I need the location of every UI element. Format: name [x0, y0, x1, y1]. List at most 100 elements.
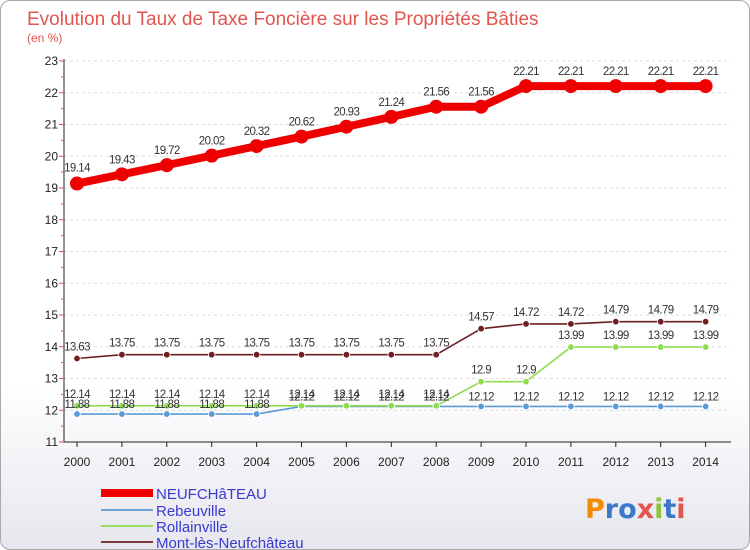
data-label: 11.88 — [199, 399, 224, 411]
data-label: 13.75 — [199, 338, 225, 350]
data-label: 11.88 — [65, 399, 90, 411]
data-point — [73, 402, 81, 410]
data-label: 11.88 — [109, 399, 134, 411]
data-label: 13.75 — [244, 338, 270, 350]
data-labels-layer: 11.88 11.88 11.88 11.88 11.88 12.12 12.12 12.12… — [64, 66, 719, 411]
logo-letter: o — [618, 494, 637, 525]
y-tick-label: 20 — [45, 149, 59, 163]
data-point — [118, 410, 126, 418]
data-label: 19.14 — [64, 163, 91, 175]
series-NEUFCHâTEAU — [70, 79, 713, 191]
data-point — [608, 79, 623, 94]
x-tick-label: 2010 — [513, 455, 540, 469]
y-tick-label: 22 — [45, 86, 59, 100]
data-label: 22.21 — [513, 66, 539, 78]
data-label: 12.12 — [603, 391, 629, 403]
data-point — [342, 350, 351, 359]
data-label: 22.21 — [648, 66, 674, 78]
data-label: 13.99 — [603, 330, 629, 342]
y-tick-label: 17 — [45, 245, 59, 259]
data-label: 12.12 — [648, 391, 674, 403]
data-point — [477, 402, 485, 411]
data-label: 14.79 — [648, 305, 674, 317]
x-tick-label: 2000 — [64, 455, 91, 469]
data-point — [701, 402, 710, 411]
data-point — [612, 317, 620, 326]
data-point — [204, 148, 219, 163]
y-tick-label: 16 — [45, 276, 59, 290]
x-tick-label: 2012 — [602, 455, 629, 469]
data-point — [387, 402, 395, 410]
data-label: 13.75 — [109, 338, 135, 350]
data-label: 12.12 — [468, 391, 494, 403]
data-label: 12.14 — [289, 389, 316, 401]
data-point — [657, 402, 665, 411]
x-tick-label: 2001 — [109, 455, 136, 469]
data-label: 21.56 — [468, 87, 494, 99]
logo-letter: r — [605, 494, 619, 525]
data-point — [522, 377, 530, 386]
x-tick-label: 2011 — [558, 455, 584, 469]
y-tick-label: 11 — [46, 435, 59, 449]
x-tick-label: 2002 — [153, 455, 180, 469]
data-point — [163, 402, 171, 410]
data-label: 13.75 — [289, 338, 315, 350]
y-tick-label: 15 — [45, 308, 59, 322]
data-point — [567, 343, 575, 351]
data-label: 12.14 — [199, 389, 226, 401]
data-label: 12.14 — [423, 389, 450, 401]
data-point — [163, 410, 171, 418]
data-point — [477, 377, 485, 386]
chart-title: Evolution du Taux de Taxe Foncière sur l… — [27, 9, 539, 30]
data-label: 14.57 — [468, 312, 494, 324]
data-label: 12.14 — [244, 389, 271, 401]
x-tick-label: 2007 — [378, 455, 405, 469]
y-tick-label: 23 — [45, 54, 59, 68]
data-point — [657, 317, 665, 326]
y-tick-label: 21 — [45, 118, 59, 132]
data-point — [73, 410, 81, 418]
data-point — [519, 79, 533, 94]
legend-label: NEUFCHâTEAU — [156, 486, 267, 503]
data-label: 12.14 — [64, 389, 91, 401]
x-tick-label: 2004 — [243, 455, 270, 469]
data-label: 19.72 — [154, 145, 180, 157]
data-point — [522, 320, 530, 328]
x-tick-label: 2008 — [423, 455, 450, 469]
data-point — [522, 402, 530, 411]
data-point — [698, 79, 713, 94]
data-label: 12.14 — [109, 389, 136, 401]
data-label: 20.62 — [289, 117, 315, 129]
data-point — [294, 129, 309, 144]
data-label: 12.12 — [513, 391, 539, 403]
x-tick-label: 2003 — [198, 455, 225, 469]
series-layer — [70, 79, 713, 418]
data-label: 14.72 — [558, 307, 584, 319]
y-tick-label: 14 — [45, 340, 59, 354]
data-point — [297, 402, 306, 410]
data-label: 12.12 — [378, 391, 404, 403]
data-point — [474, 99, 489, 114]
logo-letter: P — [585, 494, 605, 525]
y-axis-unit: (en %) — [27, 31, 62, 45]
data-point — [114, 167, 129, 182]
logo-letter: i — [654, 494, 663, 525]
data-label: 14.79 — [693, 305, 719, 317]
data-point — [612, 343, 620, 351]
data-point — [297, 350, 306, 359]
data-point — [163, 350, 171, 359]
data-label: 19.43 — [109, 154, 135, 166]
data-point — [252, 402, 261, 410]
data-label: 12.12 — [558, 391, 584, 403]
data-point — [118, 402, 126, 410]
data-label: 22.21 — [603, 66, 629, 78]
data-label: 14.72 — [513, 307, 539, 319]
data-label: 13.99 — [693, 330, 719, 342]
data-label: 22.21 — [693, 66, 719, 78]
data-label: 12.9 — [516, 365, 536, 377]
axes: 11 12 13 14 15 16 17 18 19 20 21 22 23 2000 2001 2002 20… — [45, 54, 731, 469]
data-label: 13.63 — [64, 341, 90, 353]
x-tick-label: 2009 — [468, 455, 495, 469]
